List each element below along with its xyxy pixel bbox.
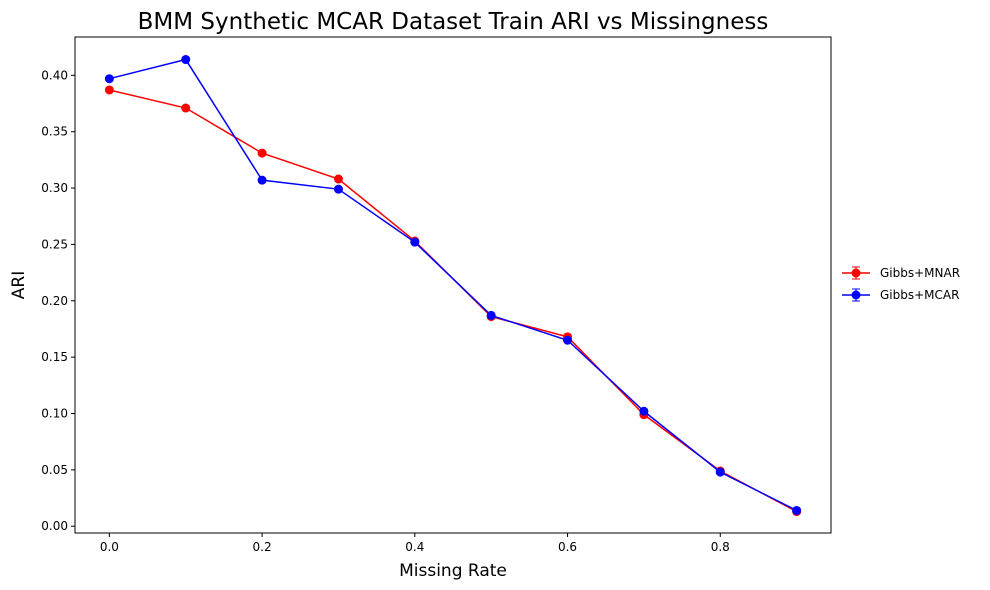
chart-title: BMM Synthetic MCAR Dataset Train ARI vs … bbox=[138, 9, 769, 35]
legend-marker bbox=[851, 290, 861, 300]
x-tick-label: 0.4 bbox=[405, 540, 424, 554]
series-line bbox=[109, 89, 797, 513]
x-tick-label: 0.2 bbox=[253, 540, 272, 554]
data-point bbox=[104, 85, 114, 95]
series-gibbs-mnar bbox=[104, 85, 802, 517]
x-tick-label: 0.6 bbox=[558, 540, 577, 554]
y-axis-label: ARI bbox=[9, 271, 29, 299]
x-axis-label: Missing Rate bbox=[399, 561, 507, 581]
x-tick-label: 0.8 bbox=[711, 540, 730, 554]
y-tick-label: 0.20 bbox=[41, 294, 68, 308]
legend-label: Gibbs+MNAR bbox=[880, 266, 960, 280]
y-tick-label: 0.10 bbox=[41, 407, 68, 421]
x-tick-label: 0.0 bbox=[100, 540, 119, 554]
y-tick-label: 0.30 bbox=[41, 181, 68, 195]
y-tick-label: 0.35 bbox=[41, 125, 68, 139]
y-tick-label: 0.05 bbox=[41, 463, 68, 477]
series-gibbs-mcar bbox=[104, 55, 802, 515]
data-point bbox=[104, 74, 114, 84]
data-point bbox=[257, 175, 267, 185]
data-point bbox=[181, 103, 191, 113]
series-line bbox=[109, 58, 797, 512]
y-tick-label: 0.25 bbox=[41, 237, 68, 251]
series-layer bbox=[104, 55, 802, 517]
data-point bbox=[410, 237, 420, 247]
legend-item: Gibbs+MCAR bbox=[842, 288, 959, 302]
y-tick-label: 0.15 bbox=[41, 350, 68, 364]
legend-label: Gibbs+MCAR bbox=[880, 288, 959, 302]
y-tick-label: 0.00 bbox=[41, 519, 68, 533]
legend: Gibbs+MNAR Gibbs+MCAR bbox=[842, 266, 960, 302]
data-point bbox=[333, 174, 343, 184]
x-axis-ticks: 0.0 0.2 0.4 0.6 0.8 bbox=[100, 533, 730, 554]
data-point bbox=[715, 467, 725, 477]
plot-area-frame bbox=[74, 36, 832, 534]
data-point bbox=[257, 148, 267, 158]
data-point bbox=[333, 184, 343, 194]
legend-marker bbox=[851, 268, 861, 278]
data-point bbox=[181, 55, 191, 65]
data-point bbox=[792, 505, 802, 515]
y-tick-label: 0.40 bbox=[41, 68, 68, 82]
y-axis-ticks: 0.00 0.05 0.10 0.15 0.20 0.25 0.30 0.35 0.40 bbox=[41, 68, 75, 533]
legend-item: Gibbs+MNAR bbox=[842, 266, 960, 280]
data-point bbox=[639, 406, 649, 416]
data-point bbox=[486, 310, 496, 320]
data-point bbox=[563, 335, 573, 345]
